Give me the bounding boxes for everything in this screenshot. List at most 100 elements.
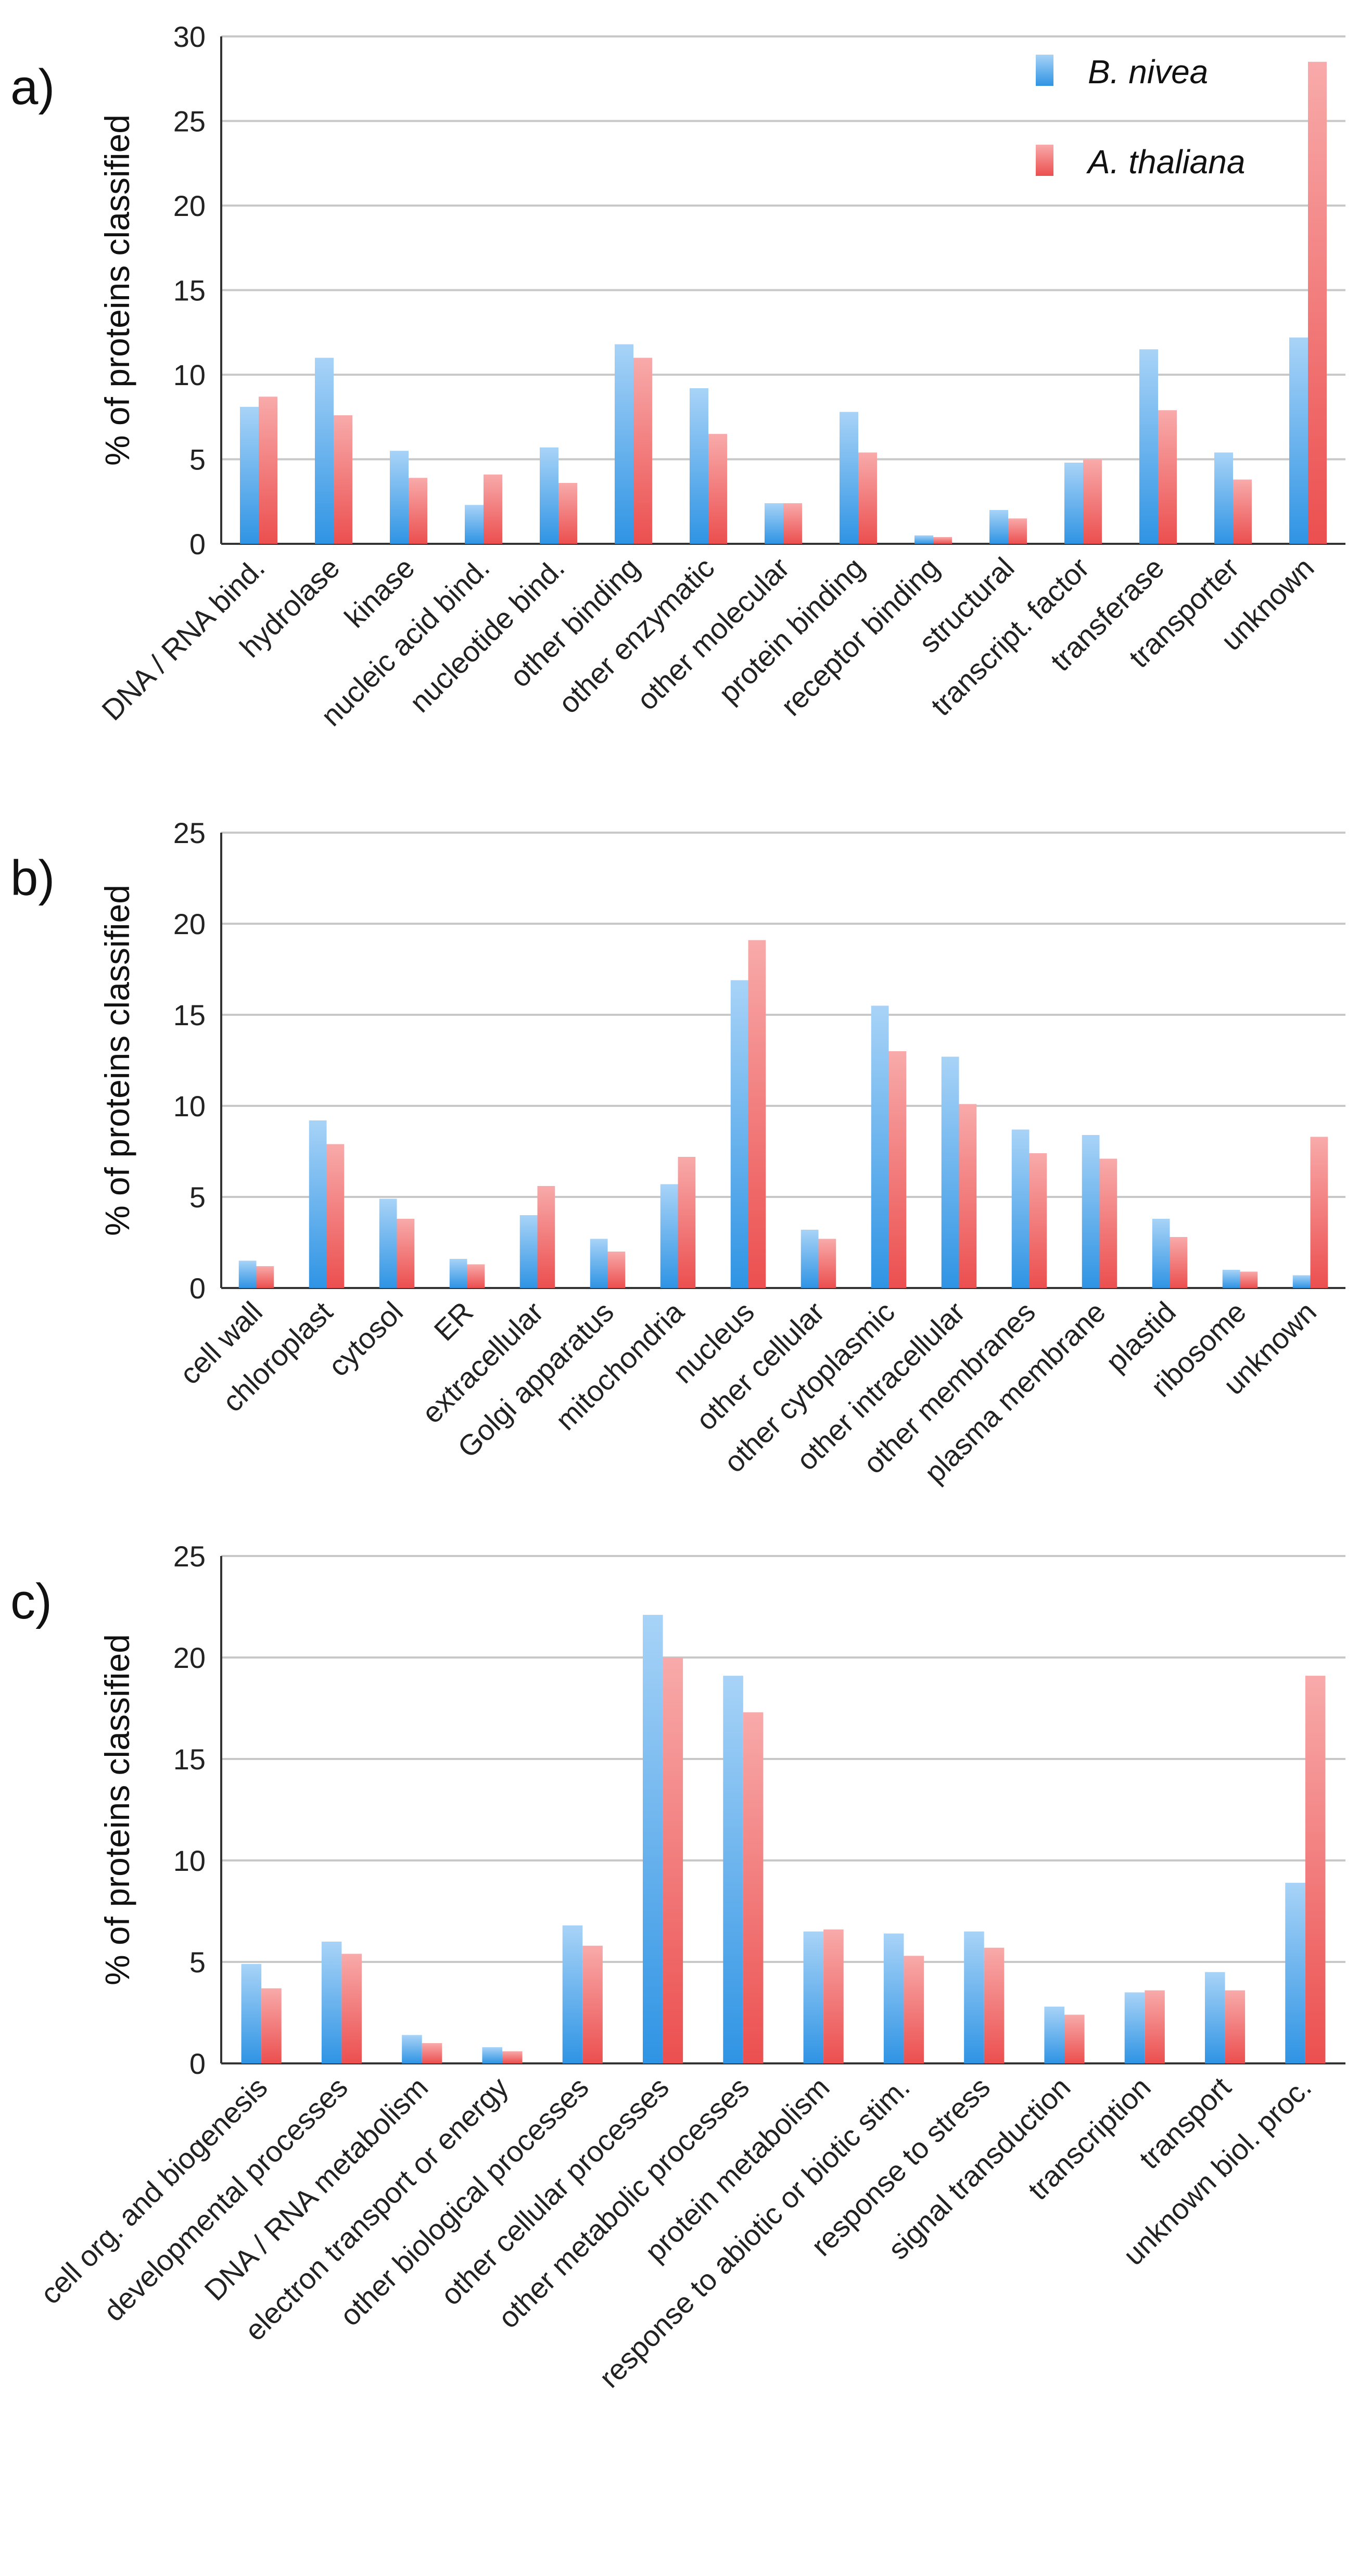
bar-a-thaliana xyxy=(1008,518,1027,544)
bar-b-nivea xyxy=(1292,1275,1311,1288)
bar-b-nivea xyxy=(1222,1270,1240,1288)
bar-a-thaliana xyxy=(1083,459,1102,544)
bar-a-thaliana xyxy=(1029,1153,1047,1288)
bar-b-nivea xyxy=(1214,452,1233,544)
panel-label: c) xyxy=(10,1574,52,1629)
bar-a-thaliana xyxy=(607,1252,626,1288)
bar-b-nivea xyxy=(643,1615,663,2063)
bar-a-thaliana xyxy=(663,1657,683,2063)
bar-b-nivea xyxy=(1205,1972,1225,2063)
y-tick-label: 5 xyxy=(189,1946,206,1979)
bar-a-thaliana xyxy=(326,1144,345,1288)
y-tick-label: 5 xyxy=(189,443,206,476)
bar-a-thaliana xyxy=(1099,1158,1117,1288)
bar-a-thaliana xyxy=(422,2043,442,2063)
bar-b-nivea xyxy=(803,1931,824,2063)
legend-label-b-nivea: B. nivea xyxy=(1088,53,1208,91)
y-tick-label: 15 xyxy=(173,999,206,1031)
bar-a-thaliana xyxy=(558,483,577,544)
bar-b-nivea xyxy=(1124,1992,1145,2063)
bar-a-thaliana xyxy=(484,474,502,544)
bar-a-thaliana xyxy=(858,452,877,544)
y-tick-label: 15 xyxy=(173,1743,206,1776)
bar-b-nivea xyxy=(379,1198,397,1288)
bar-a-thaliana xyxy=(334,415,352,544)
bar-a-thaliana xyxy=(259,397,277,544)
bar-b-nivea xyxy=(730,980,748,1288)
bar-b-nivea xyxy=(883,1933,904,2063)
bar-b-nivea xyxy=(941,1056,959,1288)
y-tick-label: 5 xyxy=(189,1181,206,1214)
bar-a-thaliana xyxy=(743,1712,764,2063)
y-tick-label: 0 xyxy=(189,1272,206,1305)
bar-a-thaliana xyxy=(1225,1990,1246,2063)
bar-a-thaliana xyxy=(582,1945,603,2063)
bar-b-nivea xyxy=(615,344,633,544)
x-tick-label: ER xyxy=(427,1295,479,1347)
bar-b-nivea xyxy=(540,447,558,544)
bar-a-thaliana xyxy=(1170,1237,1188,1288)
y-tick-label: 10 xyxy=(173,1844,206,1877)
bar-a-thaliana xyxy=(708,433,727,544)
bar-b-nivea xyxy=(449,1259,467,1288)
bar-b-nivea xyxy=(1289,337,1308,544)
bar-b-nivea xyxy=(238,1260,257,1288)
bar-b-nivea xyxy=(801,1230,819,1288)
bar-b-nivea xyxy=(989,510,1008,544)
bar-b-nivea xyxy=(315,358,334,544)
bar-b-nivea xyxy=(723,1676,743,2063)
bar-a-thaliana xyxy=(467,1264,485,1288)
bar-a-thaliana xyxy=(537,1186,555,1288)
bar-b-nivea xyxy=(590,1239,608,1288)
bar-b-nivea xyxy=(402,2035,422,2063)
bar-a-thaliana xyxy=(1145,1990,1165,2063)
bar-a-thaliana xyxy=(818,1239,836,1288)
bar-a-thaliana xyxy=(984,1947,1005,2063)
y-tick-label: 20 xyxy=(173,1641,206,1674)
bar-a-thaliana xyxy=(1310,1137,1328,1288)
panel-label: a) xyxy=(10,59,55,115)
bar-b-nivea xyxy=(309,1120,327,1288)
bar-a-thaliana xyxy=(904,1956,924,2063)
bar-a-thaliana xyxy=(933,537,952,544)
bar-b-nivea xyxy=(1152,1219,1170,1288)
bar-a-thaliana xyxy=(783,503,802,544)
bar-b-nivea xyxy=(690,388,708,544)
y-tick-label: 10 xyxy=(173,359,206,391)
bar-a-thaliana xyxy=(502,2051,523,2063)
y-tick-label: 10 xyxy=(173,1090,206,1123)
bar-b-nivea xyxy=(482,2047,502,2063)
bar-a-thaliana xyxy=(1158,410,1177,544)
bar-a-thaliana xyxy=(261,1988,282,2063)
legend: B. nivea A. thaliana xyxy=(1036,53,1245,181)
bar-a-thaliana xyxy=(959,1104,977,1288)
y-tick-label: 30 xyxy=(173,20,206,53)
bar-a-thaliana xyxy=(1240,1271,1258,1288)
bar-b-nivea xyxy=(519,1215,538,1288)
bar-b-nivea xyxy=(1044,2006,1064,2063)
bar-b-nivea xyxy=(321,1942,342,2063)
bar-b-nivea xyxy=(871,1005,889,1288)
bar-b-nivea xyxy=(241,1963,262,2063)
y-tick-label: 20 xyxy=(173,908,206,940)
bar-a-thaliana xyxy=(256,1266,274,1288)
y-axis-label: % of proteins classified xyxy=(98,885,136,1236)
panel-label: b) xyxy=(10,850,55,906)
y-tick-label: 25 xyxy=(173,105,206,138)
bar-b-nivea xyxy=(765,503,783,544)
bar-a-thaliana xyxy=(1305,1676,1326,2063)
bar-b-nivea xyxy=(1064,463,1083,544)
bar-a-thaliana xyxy=(888,1051,907,1288)
bar-b-nivea xyxy=(1139,349,1158,544)
bar-a-thaliana xyxy=(1233,479,1252,544)
y-axis-label: % of proteins classified xyxy=(98,114,136,466)
x-tick-label: other binding xyxy=(503,551,646,694)
bar-a-thaliana xyxy=(823,1929,844,2063)
bar-a-thaliana xyxy=(341,1954,362,2063)
y-tick-label: 15 xyxy=(173,274,206,307)
bar-b-nivea xyxy=(660,1184,678,1288)
